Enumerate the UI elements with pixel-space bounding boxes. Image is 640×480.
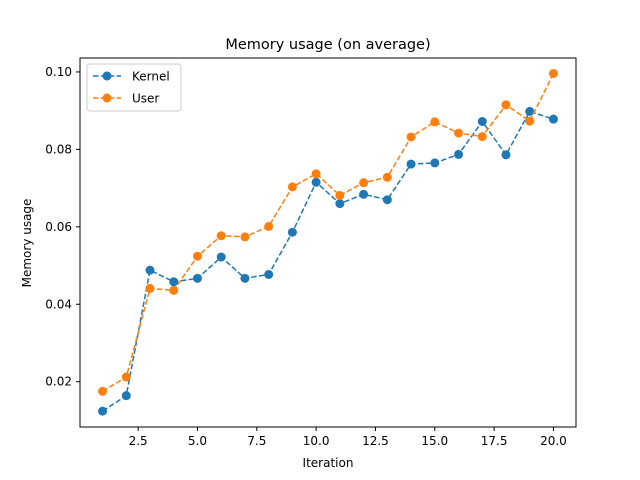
data-point bbox=[525, 106, 535, 116]
plot-area-frame bbox=[79, 57, 577, 428]
x-tick-label: 2.5 bbox=[129, 434, 148, 448]
x-tick-label: 5.0 bbox=[188, 434, 207, 448]
data-point bbox=[430, 158, 440, 168]
y-tick-label: 0.04 bbox=[45, 297, 72, 311]
data-point bbox=[192, 273, 202, 283]
legend: Kernel User bbox=[86, 63, 182, 112]
data-point bbox=[454, 149, 464, 159]
data-point bbox=[121, 391, 131, 401]
data-point bbox=[311, 177, 321, 187]
x-tick-label: 15.0 bbox=[421, 434, 448, 448]
y-tick-label: 0.02 bbox=[45, 375, 72, 389]
data-point bbox=[406, 132, 416, 142]
x-tick-label: 7.5 bbox=[247, 434, 266, 448]
data-point bbox=[216, 252, 226, 262]
data-point bbox=[335, 199, 345, 209]
data-point bbox=[98, 386, 108, 396]
data-point bbox=[335, 190, 345, 200]
legend-item-user: User bbox=[93, 92, 159, 106]
series-line bbox=[102, 73, 555, 393]
data-point bbox=[169, 277, 179, 287]
data-point bbox=[477, 132, 487, 142]
chart-title: Memory usage (on average) bbox=[225, 37, 430, 53]
data-point bbox=[264, 269, 274, 279]
data-point bbox=[548, 114, 558, 124]
legend-marker bbox=[102, 71, 112, 81]
data-point bbox=[169, 285, 179, 295]
series-kernel bbox=[98, 106, 558, 416]
data-point bbox=[192, 251, 202, 261]
y-tick-label: 0.10 bbox=[45, 65, 72, 79]
x-axis-label: Iteration bbox=[303, 456, 354, 470]
data-point bbox=[382, 195, 392, 205]
data-point bbox=[501, 150, 511, 160]
y-tick-label: 0.06 bbox=[45, 220, 72, 234]
legend-label: User bbox=[132, 92, 159, 106]
data-point bbox=[525, 116, 535, 126]
y-axis-label: Memory usage bbox=[20, 199, 34, 288]
data-point bbox=[121, 372, 131, 382]
x-tick-label: 20.0 bbox=[540, 434, 567, 448]
data-point bbox=[240, 232, 250, 242]
y-tick-label: 0.08 bbox=[45, 142, 72, 156]
data-point bbox=[240, 273, 250, 283]
data-point bbox=[454, 128, 464, 138]
legend-label: Kernel bbox=[132, 70, 170, 84]
x-tick-label: 12.5 bbox=[362, 434, 389, 448]
data-point bbox=[145, 283, 155, 293]
data-point bbox=[264, 221, 274, 231]
x-tick-label: 10.0 bbox=[303, 434, 330, 448]
data-point bbox=[145, 265, 155, 275]
data-point bbox=[98, 406, 108, 416]
data-point bbox=[406, 159, 416, 169]
data-point bbox=[548, 68, 558, 78]
data-point bbox=[359, 189, 369, 199]
data-point bbox=[501, 100, 511, 110]
data-point bbox=[311, 169, 321, 179]
legend-marker bbox=[102, 93, 112, 103]
data-point bbox=[287, 227, 297, 237]
data-point bbox=[359, 178, 369, 188]
legend-item-kernel: Kernel bbox=[93, 70, 170, 84]
data-point bbox=[430, 117, 440, 127]
data-point bbox=[216, 231, 226, 241]
data-point bbox=[287, 182, 297, 192]
x-tick-label: 17.5 bbox=[481, 434, 508, 448]
series-user bbox=[98, 68, 558, 396]
data-point bbox=[382, 172, 392, 182]
data-point bbox=[477, 117, 487, 127]
